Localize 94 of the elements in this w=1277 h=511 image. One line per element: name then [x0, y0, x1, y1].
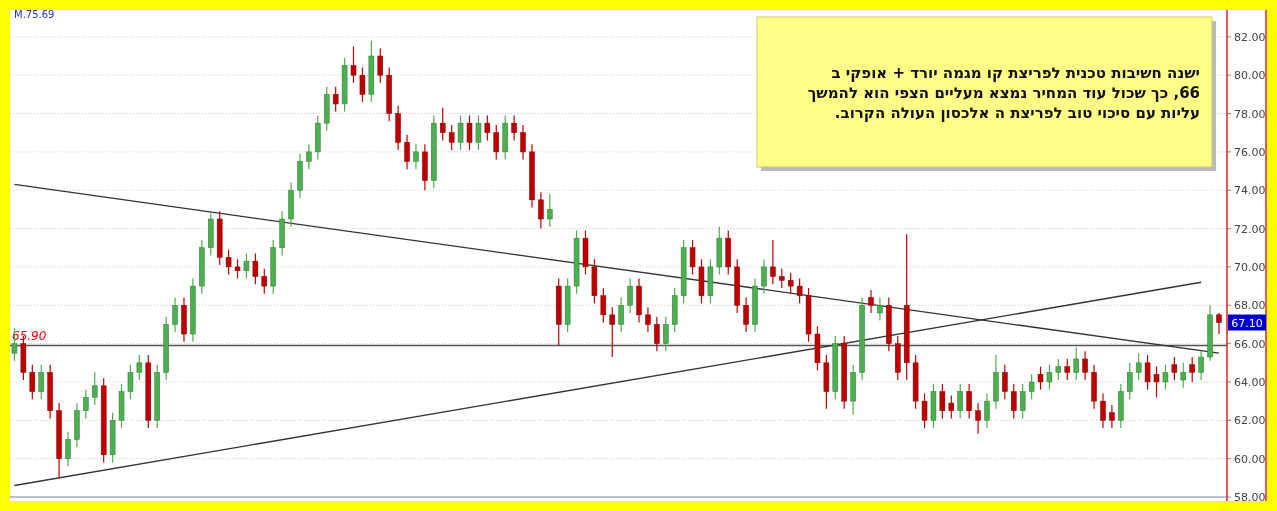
candlestick: [689, 239, 696, 276]
y-tick-label: 66.00: [1234, 337, 1266, 351]
candlestick: [65, 431, 71, 467]
candlestick: [627, 277, 633, 314]
candlestick: [350, 45, 357, 84]
candlestick: [1011, 383, 1017, 419]
candlestick: [1153, 366, 1160, 398]
candlestick: [645, 306, 651, 333]
candlestick: [538, 191, 544, 230]
candlestick: [877, 297, 883, 322]
candlestick: [1082, 350, 1088, 381]
candlestick: [1171, 356, 1178, 381]
candlestick: [1064, 358, 1071, 381]
candlestick: [252, 252, 259, 285]
annotation: עליות עם סיכוי טוב לפריצת ה אלכסון העולה הקרוב.: [834, 104, 1200, 122]
candlestick: [1002, 364, 1008, 400]
y-tick-label: 68.00: [1234, 299, 1266, 313]
candlestick: [984, 392, 990, 429]
candlestick: [1073, 346, 1079, 381]
candlestick: [136, 354, 143, 381]
y-tick-label: 70.00: [1234, 260, 1266, 274]
candlestick: [439, 107, 446, 141]
candlestick: [127, 364, 134, 400]
candlestick: [261, 268, 268, 295]
candlestick: [609, 306, 615, 358]
candlestick: [457, 114, 464, 151]
candlestick: [484, 114, 491, 141]
candlestick: [243, 252, 250, 280]
candlestick: [921, 392, 928, 429]
candlestick: [1100, 392, 1106, 429]
candlestick: [770, 239, 776, 285]
candlestick: [332, 86, 339, 113]
candlestick: [225, 249, 232, 276]
candlestick: [600, 287, 607, 324]
candlestick: [1109, 404, 1115, 429]
candlestick: [618, 297, 624, 333]
y-tick-label: 76.00: [1234, 145, 1266, 159]
candlestick: [493, 124, 500, 161]
candlestick: [966, 383, 972, 419]
candlestick: [413, 143, 419, 170]
candlestick: [1019, 383, 1026, 419]
candlestick: [448, 124, 455, 151]
y-tick-label: 74.00: [1234, 184, 1266, 198]
candlestick: [1028, 373, 1035, 400]
candlestick: [761, 258, 767, 295]
candlestick: [359, 66, 366, 103]
candlestick: [520, 124, 526, 161]
y-tick-label: 78.00: [1234, 107, 1266, 121]
candlestick: [475, 114, 482, 151]
candlestick: [377, 47, 384, 84]
candlestick: [1055, 358, 1062, 381]
annotation: ישנה חשיבות טכנית לפריצת קו מגמה יורד + אופקי ב: [831, 64, 1200, 82]
candlestick: [957, 383, 963, 419]
candlestick: [38, 364, 44, 400]
candlestick: [663, 316, 669, 352]
candlestick: [1162, 364, 1169, 391]
candlestick: [939, 383, 946, 419]
y-tick-label: 62.00: [1234, 414, 1266, 428]
candlestick: [787, 272, 794, 295]
candlestick: [654, 316, 660, 352]
annotation: 66, כך שכול עוד המחיר נמצא מעליים הצפי הוא להמשך: [807, 84, 1200, 102]
candlestick: [1180, 362, 1187, 389]
candlestick: [306, 143, 312, 170]
candlestick: [1046, 364, 1053, 391]
candlestick: [975, 402, 981, 435]
candlestick: [29, 364, 36, 400]
candlestick: [466, 114, 473, 151]
candlestick: [234, 258, 241, 280]
y-tick-label: 72.00: [1234, 222, 1266, 236]
candlestick: [1198, 350, 1204, 381]
candlestick: [404, 134, 410, 170]
candlestick: [1216, 312, 1222, 335]
candlestick: [779, 268, 785, 289]
candlestick: [1037, 366, 1044, 391]
candlestick: [1189, 356, 1195, 383]
candlestick: [511, 114, 517, 141]
candlestick: [92, 371, 98, 406]
candlestick: [1144, 354, 1151, 391]
candlestick: [1127, 362, 1133, 400]
y-tick-label: 80.00: [1234, 69, 1266, 83]
y-tick-label: 82.00: [1234, 30, 1266, 44]
candlestick: [796, 277, 803, 304]
y-tick-label: 60.00: [1234, 452, 1266, 466]
candlestick: [547, 193, 553, 228]
candlestick: [743, 297, 749, 333]
candlestick: [948, 394, 955, 419]
candlestick: [1135, 352, 1142, 381]
y-tick-label: 58.00: [1234, 491, 1266, 504]
candlestick: [172, 297, 178, 333]
annotation: 67.10: [1231, 316, 1263, 330]
annotation: M.75.69: [14, 9, 55, 20]
y-tick-label: 64.00: [1234, 375, 1266, 389]
candlestick: [83, 389, 89, 419]
candlestick: [868, 289, 874, 314]
